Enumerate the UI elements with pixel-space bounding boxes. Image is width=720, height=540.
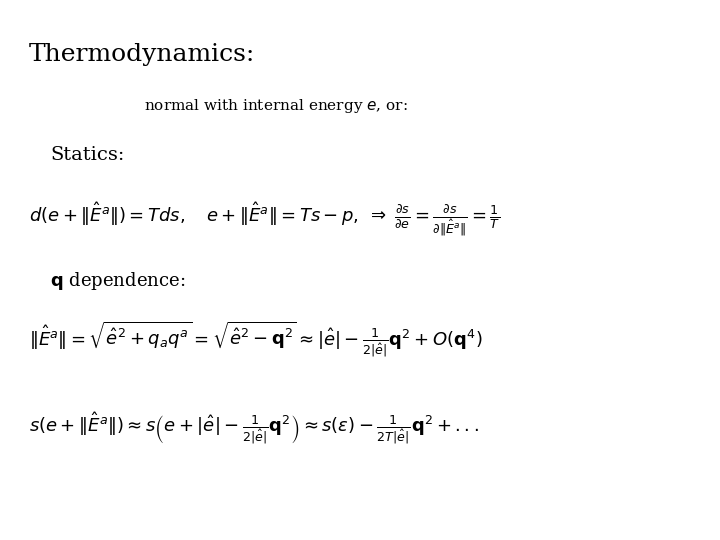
- Text: $\|\hat{E}^a\| = \sqrt{\hat{e}^2 + q_a q^a} = \sqrt{\hat{e}^2 - \mathbf{q}^2} \a: $\|\hat{E}^a\| = \sqrt{\hat{e}^2 + q_a q…: [29, 319, 482, 359]
- Text: Statics:: Statics:: [50, 146, 125, 164]
- Text: $s(e + \|\hat{E}^a\|) \approx s\left(e + |\hat{e}| - \frac{1}{2|\hat{e}|}\mathbf: $s(e + \|\hat{E}^a\|) \approx s\left(e +…: [29, 410, 479, 446]
- Text: $d(e + \|\hat{E}^a\|) = Tds, \quad e + \|\hat{E}^a\| = Ts - p, \;\Rightarrow\; \: $d(e + \|\hat{E}^a\|) = Tds, \quad e + \…: [29, 200, 500, 238]
- Text: normal with internal energy $e$, or:: normal with internal energy $e$, or:: [144, 97, 408, 115]
- Text: Thermodynamics:: Thermodynamics:: [29, 43, 255, 66]
- Text: $\mathbf{q}$ dependence:: $\mathbf{q}$ dependence:: [50, 270, 186, 292]
